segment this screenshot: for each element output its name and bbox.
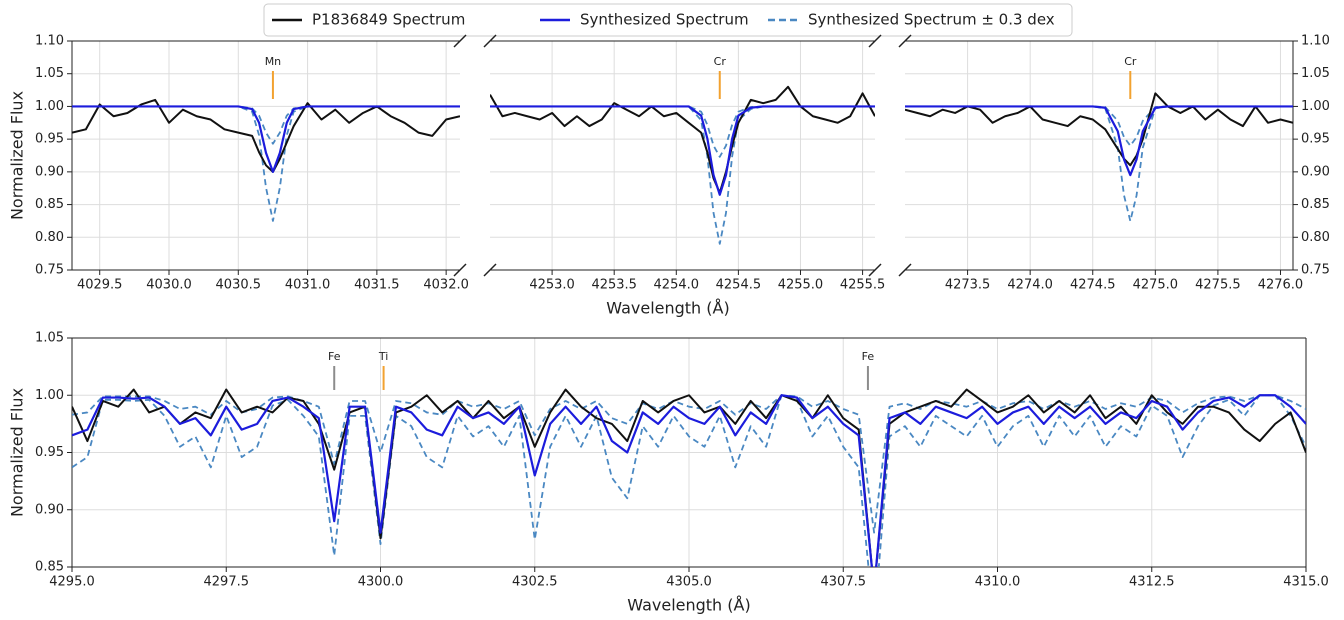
x-tick-label: 4030.0	[146, 278, 192, 293]
x-tick-label: 4295.0	[49, 575, 95, 590]
line-label: Mn	[265, 55, 281, 68]
x-tick-label: 4302.5	[512, 575, 558, 590]
spectrum-line	[905, 92, 1293, 167]
y-tick-label: 1.05	[35, 331, 64, 346]
line-label: Cr	[1124, 55, 1137, 68]
y-axis-label: Normalized Flux	[8, 91, 27, 220]
y-tick-label: 1.05	[1301, 66, 1330, 81]
x-tick-label: 4254.0	[654, 278, 700, 293]
line-label: Cr	[714, 55, 727, 68]
y-tick-label: 1.00	[35, 99, 64, 114]
axis-break	[868, 34, 882, 48]
x-tick-label: 4031.0	[285, 278, 331, 293]
plot-area	[905, 92, 1293, 222]
legend-label: P1836849 Spectrum	[312, 11, 465, 29]
x-tick-label: 4315.0	[1283, 575, 1329, 590]
y-tick-label: 0.75	[35, 263, 64, 278]
x-tick-label: 4305.0	[666, 575, 712, 590]
x-tick-label: 4275.0	[1133, 278, 1179, 293]
line-label: Ti	[378, 350, 388, 363]
x-tick-label: 4255.0	[778, 278, 824, 293]
y-tick-label: 0.85	[35, 197, 64, 212]
y-tick-label: 0.90	[35, 502, 64, 517]
legend-label: Synthesized Spectrum ± 0.3 dex	[808, 11, 1055, 29]
spectrum-line	[490, 105, 875, 158]
x-tick-label: 4273.5	[945, 278, 991, 293]
x-axis-label: Wavelength (Å)	[627, 596, 750, 615]
spectrum-line	[72, 98, 460, 173]
spectrum-line	[905, 105, 1293, 177]
x-tick-label: 4276.0	[1258, 278, 1304, 293]
line-label: Fe	[328, 350, 341, 363]
axis-break	[483, 263, 497, 277]
spectrum-line	[72, 105, 460, 173]
x-tick-label: 4274.5	[1070, 278, 1116, 293]
y-axis-label: Normalized Flux	[8, 388, 27, 517]
spectrum-line	[905, 105, 1293, 147]
y-tick-label: 1.00	[1301, 99, 1330, 114]
axis-break	[868, 263, 882, 277]
legend-label: Synthesized Spectrum	[580, 11, 749, 29]
spectrum-line	[72, 388, 1306, 567]
axis-break	[453, 263, 467, 277]
spectrum-line	[490, 85, 875, 194]
x-tick-label: 4307.5	[821, 575, 867, 590]
x-tick-label: 4253.0	[529, 278, 575, 293]
x-tick-label: 4300.0	[358, 575, 404, 590]
y-tick-label: 0.75	[1301, 263, 1330, 278]
x-axis-label: Wavelength (Å)	[606, 299, 729, 318]
plot-area	[72, 98, 460, 222]
axis-break	[898, 263, 912, 277]
axis-break	[453, 34, 467, 48]
plot-area	[72, 388, 1306, 567]
x-tick-label: 4297.5	[204, 575, 250, 590]
spectrum-line	[490, 105, 875, 245]
y-tick-label: 1.00	[35, 388, 64, 403]
x-tick-label: 4253.5	[591, 278, 637, 293]
line-label: Fe	[862, 350, 875, 363]
x-tick-label: 4031.5	[354, 278, 400, 293]
y-tick-label: 0.85	[1301, 197, 1330, 212]
y-tick-label: 1.05	[35, 66, 64, 81]
x-tick-label: 4310.0	[975, 575, 1021, 590]
x-tick-label: 4275.5	[1195, 278, 1241, 293]
y-tick-label: 0.95	[35, 132, 64, 147]
y-tick-label: 1.10	[35, 34, 64, 49]
y-tick-label: 1.10	[1301, 34, 1330, 49]
x-tick-label: 4032.0	[423, 278, 469, 293]
x-tick-label: 4030.5	[216, 278, 262, 293]
x-tick-label: 4255.5	[840, 278, 886, 293]
x-tick-label: 4029.5	[77, 278, 123, 293]
y-tick-label: 0.80	[35, 230, 64, 245]
y-tick-label: 0.90	[35, 164, 64, 179]
x-tick-label: 4274.0	[1007, 278, 1053, 293]
spectrum-line	[72, 394, 1306, 567]
y-tick-label: 0.95	[35, 445, 64, 460]
y-tick-label: 0.95	[1301, 132, 1330, 147]
spectrum-line	[490, 105, 875, 196]
y-tick-label: 0.85	[35, 560, 64, 575]
plot-area	[490, 85, 875, 245]
spectrum-line	[72, 394, 1306, 567]
axis-break	[898, 34, 912, 48]
y-tick-label: 0.90	[1301, 164, 1330, 179]
x-tick-label: 4254.5	[716, 278, 762, 293]
axis-break	[483, 34, 497, 48]
y-tick-label: 0.80	[1301, 230, 1330, 245]
spectrum-line	[72, 394, 1306, 534]
x-tick-label: 4312.5	[1129, 575, 1175, 590]
legend-box	[263, 3, 1073, 37]
